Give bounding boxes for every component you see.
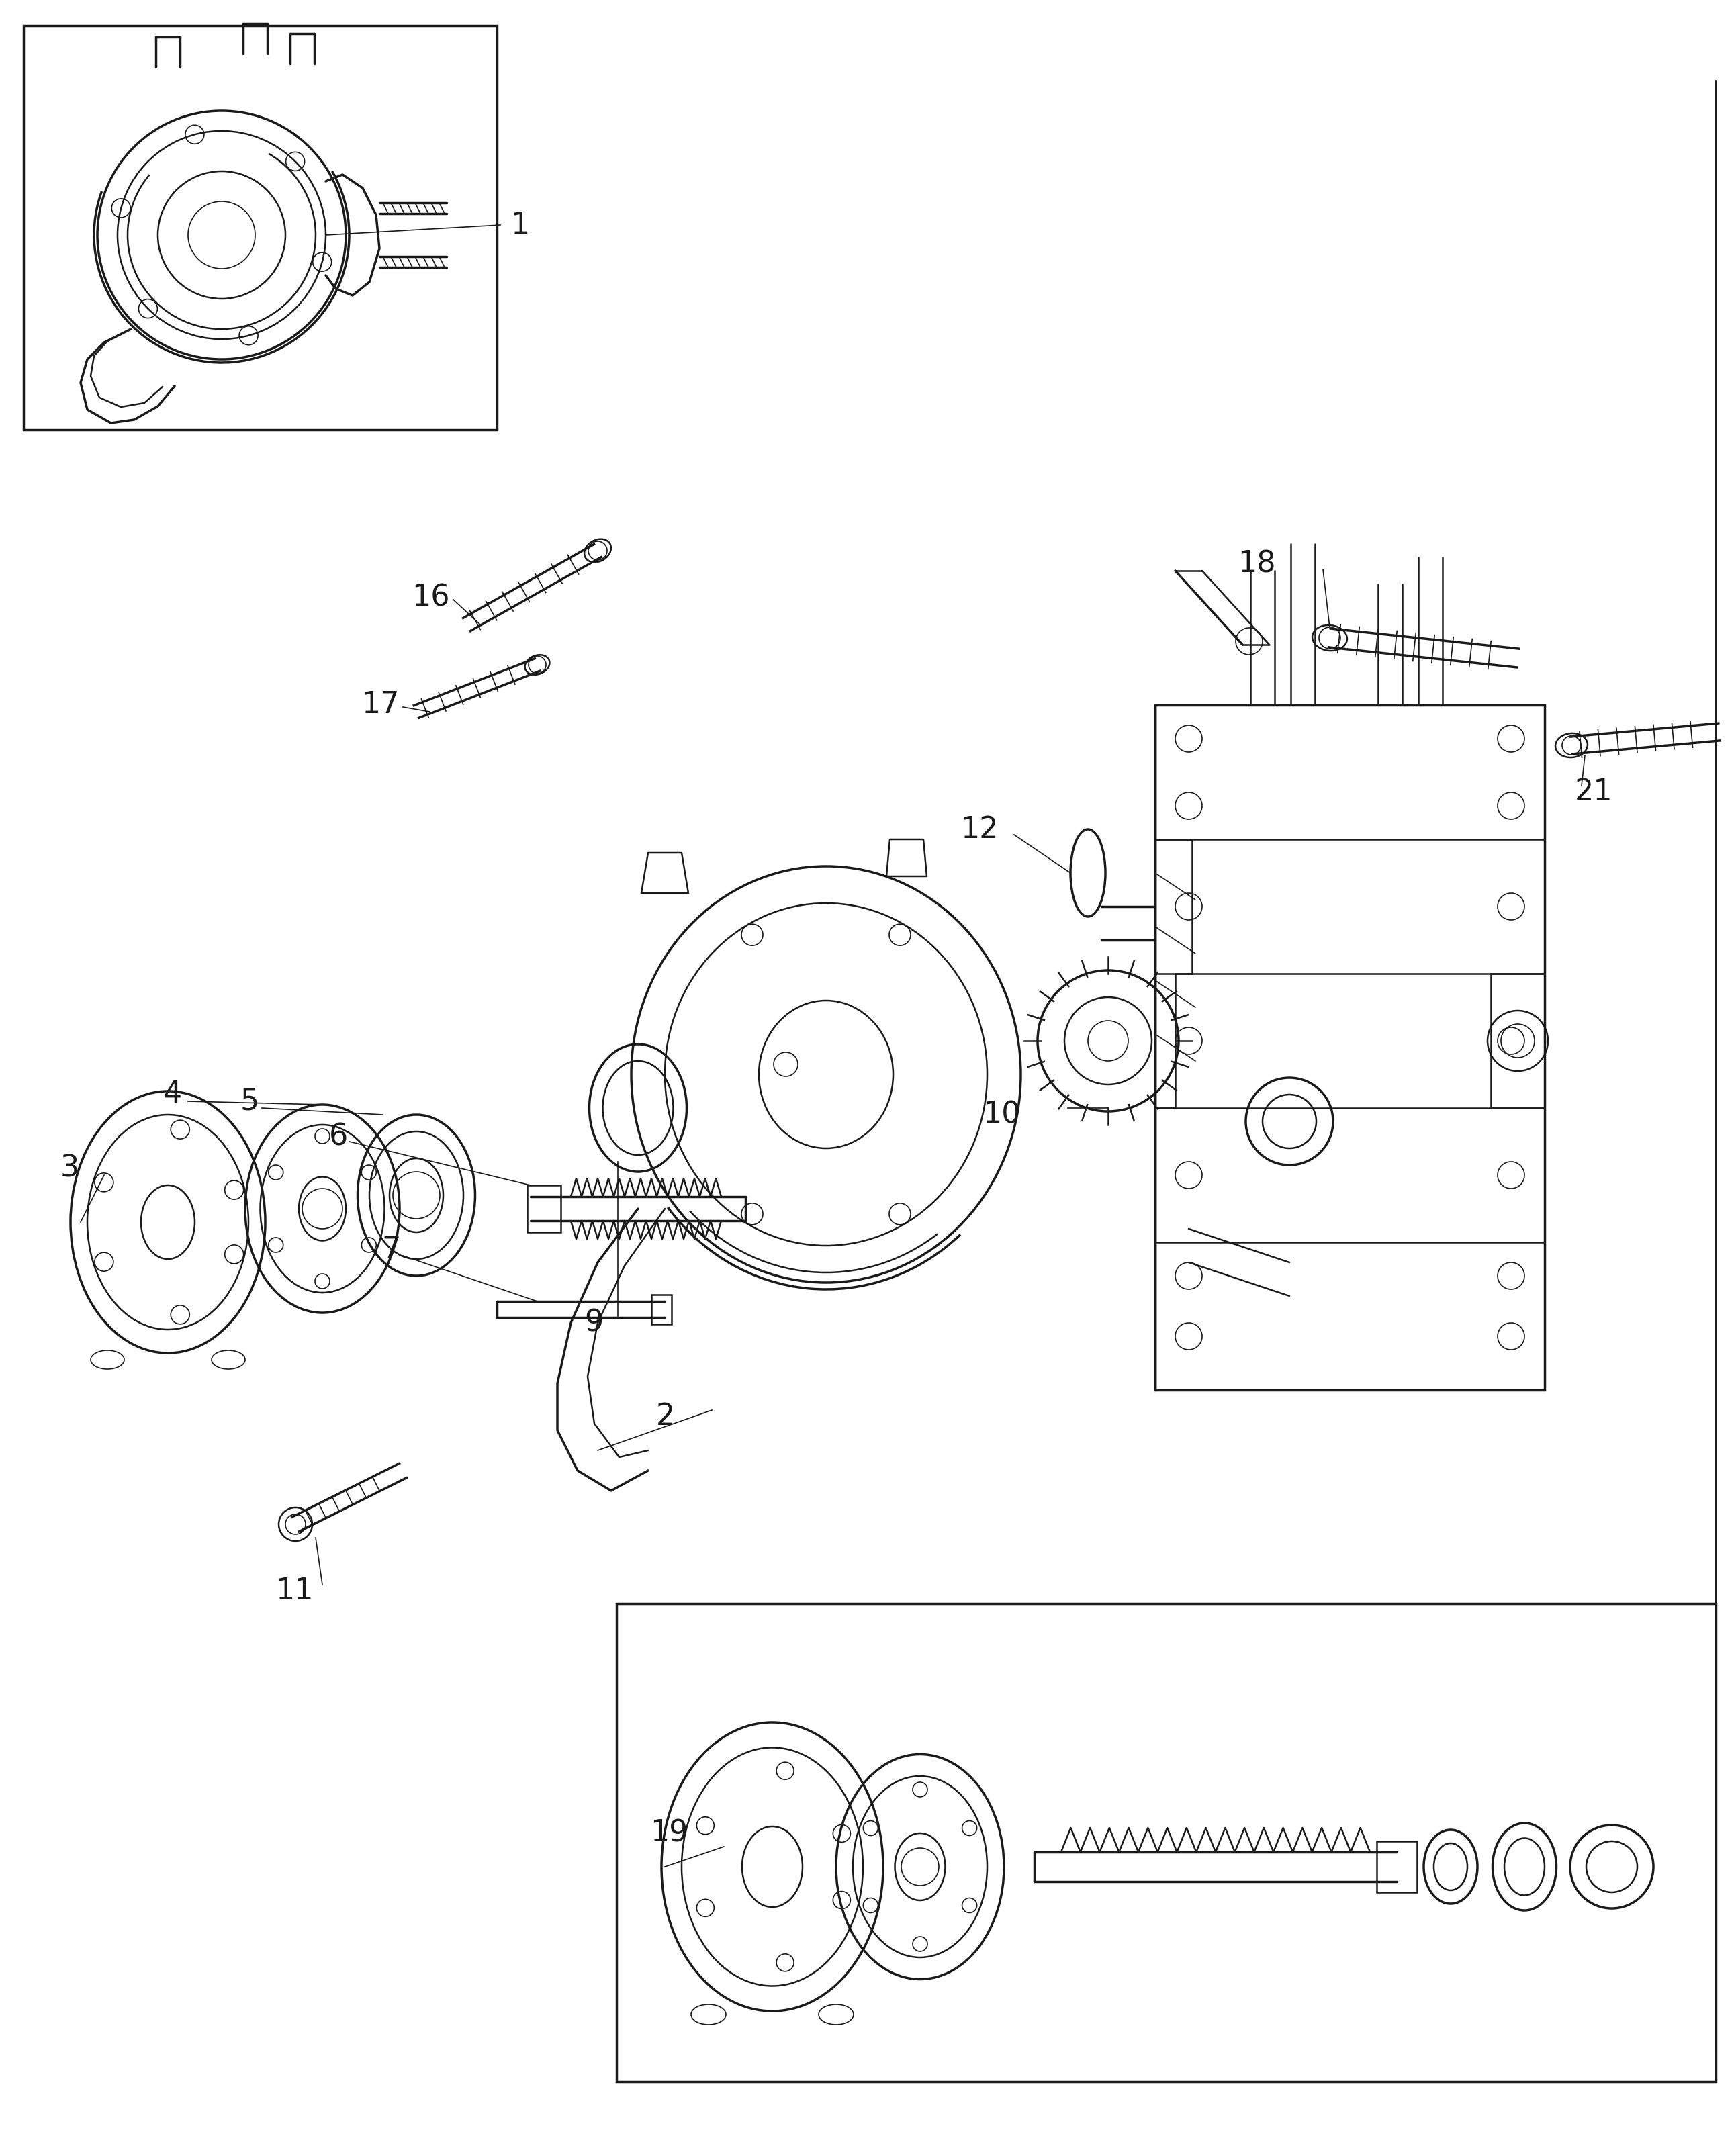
- Text: 4: 4: [163, 1080, 182, 1110]
- Text: 7: 7: [382, 1236, 401, 1265]
- Text: 12: 12: [960, 815, 998, 843]
- Text: 18: 18: [1238, 551, 1276, 578]
- Bar: [24, 26, 496, 429]
- Text: 6: 6: [330, 1122, 347, 1150]
- Text: 2: 2: [656, 1402, 675, 1432]
- Bar: [651, 1295, 672, 1325]
- Text: 21: 21: [1575, 779, 1613, 807]
- Text: 10: 10: [983, 1101, 1021, 1129]
- Text: 17: 17: [361, 691, 399, 719]
- Text: 16: 16: [411, 583, 450, 612]
- Bar: [1154, 704, 1545, 1389]
- Bar: [1377, 1842, 1417, 1893]
- Bar: [1491, 973, 1545, 1108]
- Text: 19: 19: [649, 1818, 687, 1848]
- Bar: [528, 1184, 561, 1231]
- Text: 5: 5: [240, 1086, 259, 1116]
- Text: 1: 1: [510, 211, 529, 239]
- Bar: [616, 1603, 1715, 2081]
- Text: 11: 11: [276, 1577, 312, 1607]
- Text: 9: 9: [585, 1308, 602, 1338]
- Text: 3: 3: [61, 1154, 80, 1182]
